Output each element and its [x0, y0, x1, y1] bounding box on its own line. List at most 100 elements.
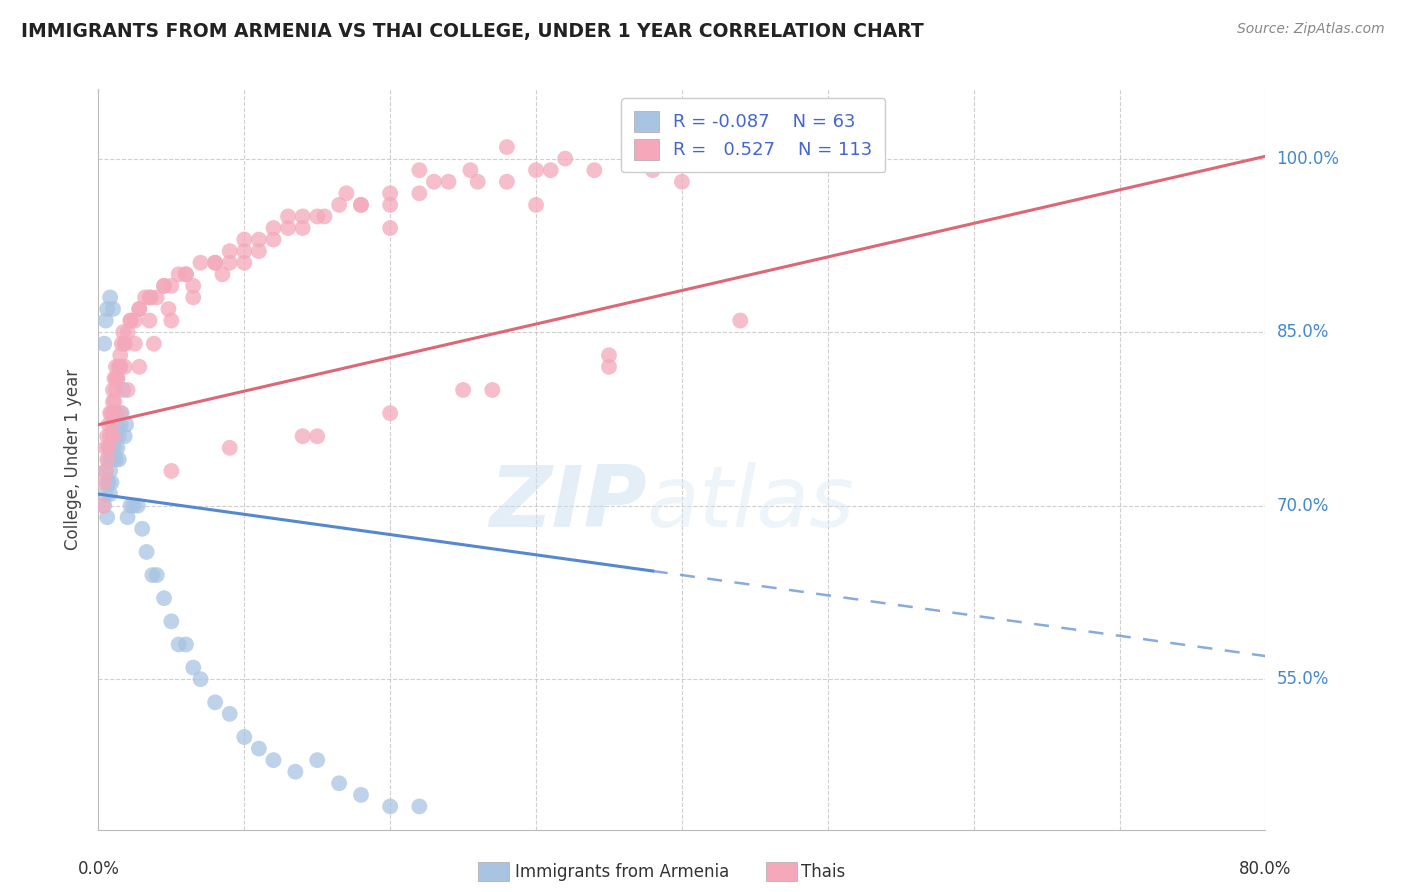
Point [153, 278, 176, 293]
Point [496, 140, 519, 154]
Point [167, 638, 190, 652]
Point [101, 429, 124, 443]
Point [115, 417, 138, 432]
Point [160, 313, 183, 327]
Point [103, 371, 125, 385]
Point [101, 429, 124, 443]
Point [108, 429, 131, 443]
Point [451, 383, 474, 397]
Point [97, 441, 120, 455]
Point [94, 487, 117, 501]
Point [117, 325, 139, 339]
Point [105, 417, 128, 432]
Point [94, 441, 117, 455]
Point [110, 359, 132, 374]
Point [135, 545, 157, 559]
Point [181, 278, 204, 293]
Point [94, 464, 117, 478]
Point [233, 256, 256, 270]
Point [314, 210, 336, 224]
Point [139, 290, 162, 304]
Point [96, 301, 118, 316]
Point [108, 359, 131, 374]
Point [112, 325, 135, 339]
Point [120, 313, 142, 327]
Point [218, 441, 240, 455]
Point [460, 163, 482, 178]
Point [160, 615, 183, 629]
Point [153, 591, 176, 606]
Text: 70.0%: 70.0% [1277, 497, 1329, 515]
Point [104, 383, 127, 397]
Point [204, 256, 226, 270]
Point [554, 152, 576, 166]
Point [122, 499, 145, 513]
Point [233, 233, 256, 247]
Text: atlas: atlas [647, 462, 855, 545]
Point [190, 256, 212, 270]
Point [97, 475, 120, 490]
Point [181, 660, 204, 674]
Point [94, 464, 117, 478]
Point [233, 730, 256, 744]
Point [108, 452, 131, 467]
Point [104, 359, 127, 374]
Point [114, 359, 136, 374]
Point [97, 441, 120, 455]
Text: Thais: Thais [801, 863, 845, 881]
Point [97, 452, 120, 467]
Point [247, 741, 270, 756]
Point [100, 441, 122, 455]
Point [380, 799, 402, 814]
Point [437, 175, 460, 189]
Point [598, 359, 620, 374]
Point [277, 221, 299, 235]
Point [204, 695, 226, 709]
Point [291, 210, 314, 224]
Point [291, 221, 314, 235]
Point [641, 163, 664, 178]
Point [104, 452, 127, 467]
Point [128, 359, 150, 374]
Text: Immigrants from Armenia: Immigrants from Armenia [515, 863, 728, 881]
Point [96, 510, 118, 524]
Text: 85.0%: 85.0% [1277, 323, 1329, 341]
Point [160, 464, 183, 478]
Point [350, 198, 373, 212]
Point [93, 336, 115, 351]
Point [142, 336, 165, 351]
Point [174, 268, 197, 282]
Point [100, 417, 122, 432]
Point [96, 452, 118, 467]
Point [218, 244, 240, 259]
Point [174, 268, 197, 282]
Point [307, 429, 329, 443]
Point [335, 186, 357, 201]
Point [124, 336, 146, 351]
Point [93, 475, 115, 490]
Point [671, 175, 693, 189]
Point [124, 313, 146, 327]
Point [120, 313, 142, 327]
Point [277, 210, 299, 224]
Point [134, 290, 156, 304]
Text: 100.0%: 100.0% [1277, 150, 1340, 168]
Point [104, 429, 127, 443]
Point [101, 383, 124, 397]
Point [128, 301, 150, 316]
Point [423, 175, 446, 189]
Point [101, 394, 124, 409]
Point [262, 233, 284, 247]
Point [247, 244, 270, 259]
Point [307, 753, 329, 767]
Point [103, 406, 125, 420]
Point [700, 152, 723, 166]
Point [127, 499, 149, 513]
Point [103, 441, 125, 455]
Point [104, 406, 127, 420]
Point [262, 753, 284, 767]
Point [110, 359, 132, 374]
Point [117, 383, 139, 397]
Point [167, 268, 190, 282]
Point [110, 417, 132, 432]
